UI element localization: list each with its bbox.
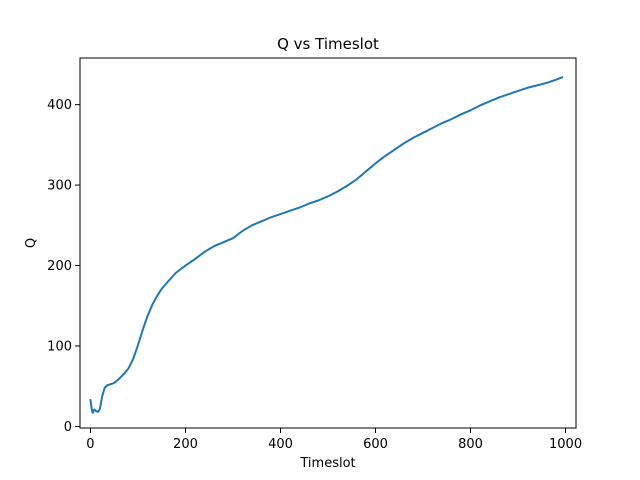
chart-title: Q vs Timeslot: [277, 35, 379, 53]
x-axis: 0 200 400 600 800 1000: [86, 428, 582, 452]
x-tick-label: 1000: [549, 437, 582, 452]
y-axis: 0 100 200 300 400: [47, 98, 80, 435]
x-tick-label: 0: [86, 437, 94, 452]
y-tick-label: 100: [47, 339, 72, 354]
x-tick-label: 600: [363, 437, 388, 452]
y-tick-label: 400: [47, 98, 72, 113]
x-axis-label: Timeslot: [299, 456, 355, 471]
y-tick-label: 0: [64, 420, 72, 435]
y-tick-label: 200: [47, 259, 72, 274]
x-tick-label: 200: [173, 437, 198, 452]
y-axis-label: Q: [24, 238, 39, 248]
x-tick-label: 800: [458, 437, 483, 452]
x-tick-label: 400: [268, 437, 293, 452]
plot-area: [89, 76, 564, 414]
series-line-1: [89, 76, 564, 414]
axes-frame: [79, 57, 577, 429]
y-tick-label: 300: [47, 179, 72, 194]
